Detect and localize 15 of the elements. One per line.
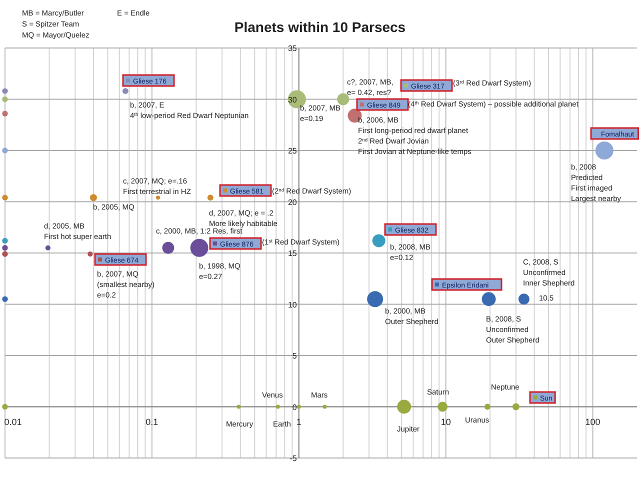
y-tick-label: 5 [292,352,298,360]
x-tick-label: 10 [440,416,451,427]
y-tick-label: 20 [288,198,298,207]
y-tick-label: 0 [292,402,298,412]
x-tick-label: 0.01 [4,416,22,427]
y-tick-label: 10 [288,300,298,310]
chart-title: Planets within 10 Parsecs [234,19,406,35]
x-tick-label: 1 [296,416,302,427]
y-tick-label: -5 [290,454,298,463]
x-tick-label: 100 [585,416,600,427]
y-tick-label: 35 [288,44,298,53]
y-tick-label: 30 [288,95,298,104]
y-tick-label: 25 [288,146,298,156]
y-tick-label: 15 [288,249,298,258]
x-tick-label: 0.1 [146,416,158,427]
